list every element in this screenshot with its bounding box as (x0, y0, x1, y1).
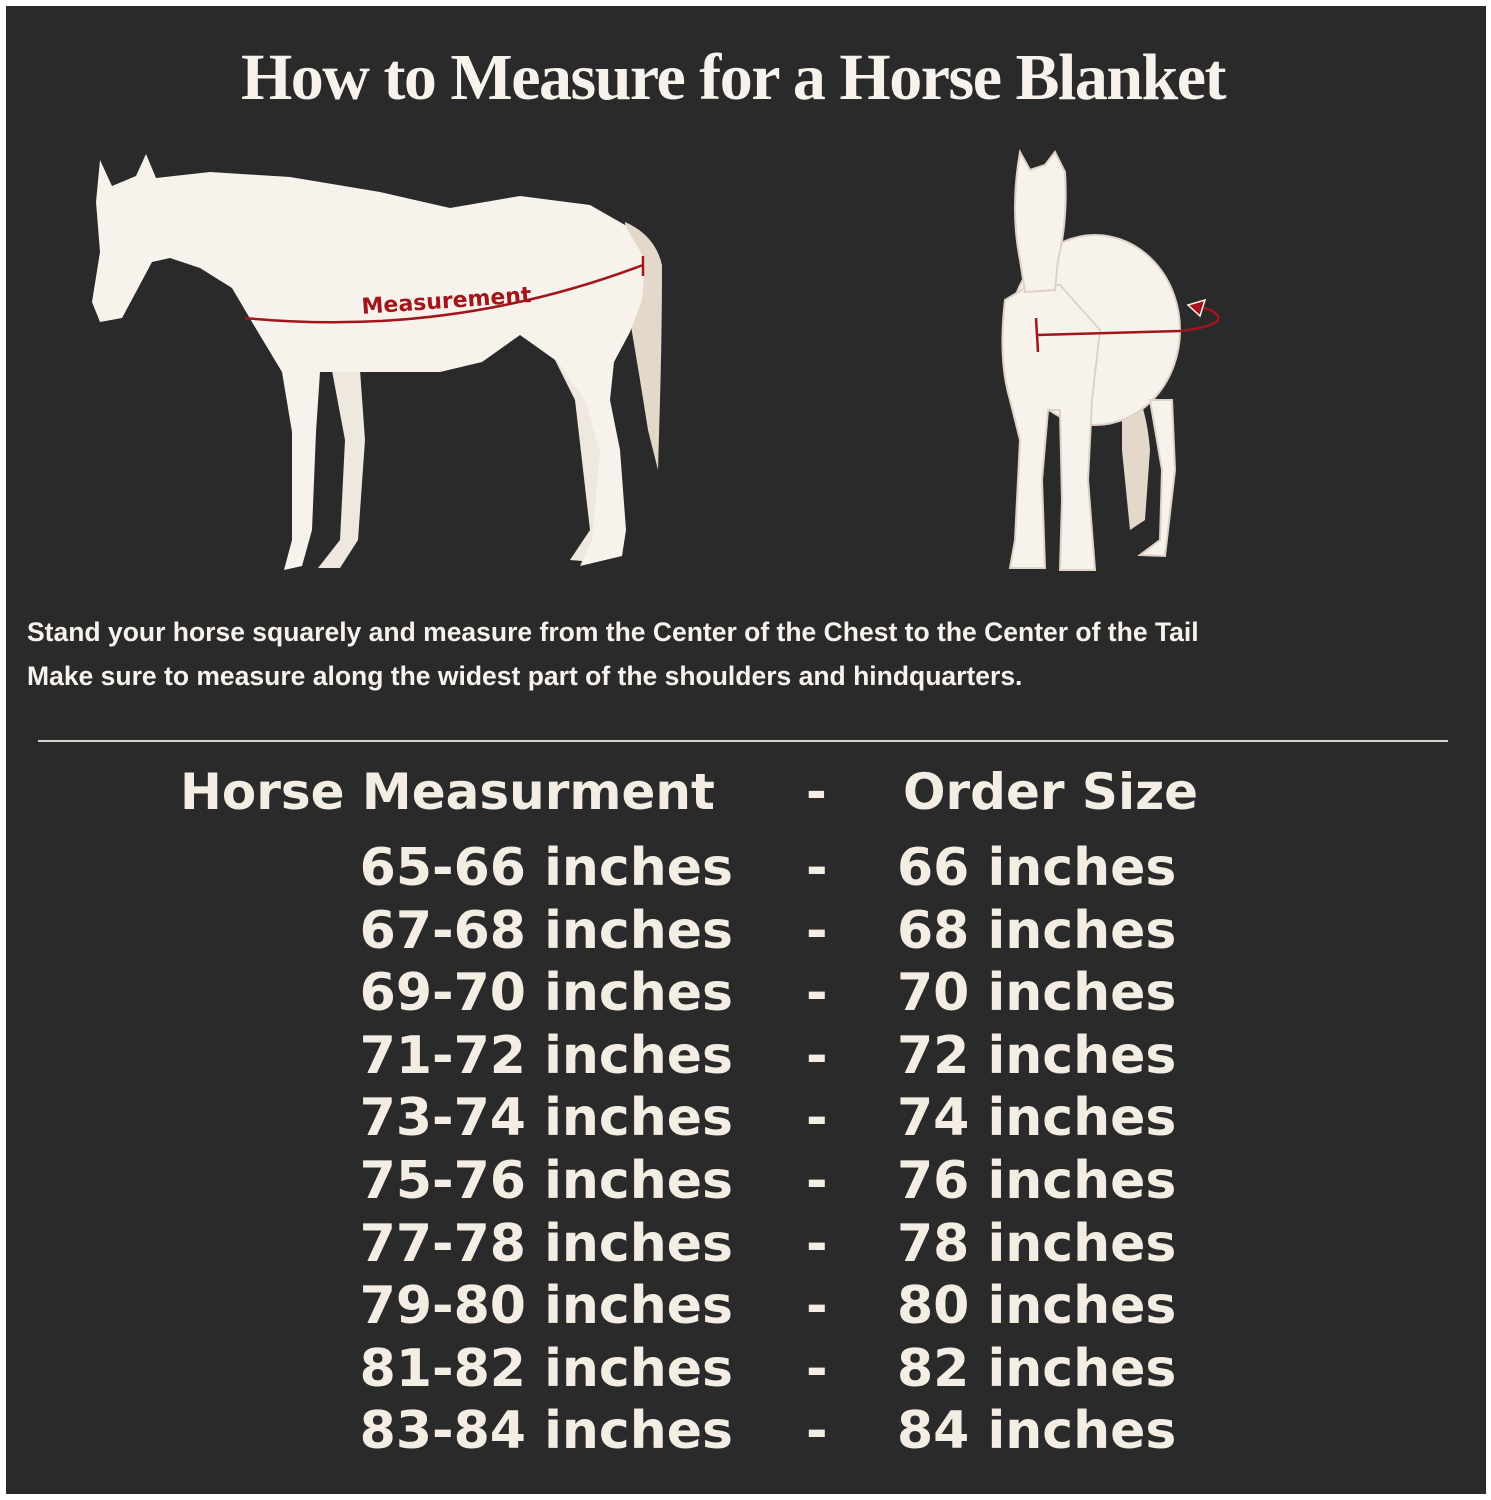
row-separator: - (806, 1276, 828, 1337)
row-measurement: 81-82 inches (359, 1338, 733, 1399)
row-separator: - (806, 838, 828, 898)
row-separator: - (806, 1338, 828, 1399)
instruction-line-2: Make sure to measure along the widest pa… (27, 661, 1023, 691)
row-measurement: 79-80 inches (359, 1276, 733, 1337)
row-order-size: 70 inches (897, 963, 1177, 1024)
header-horse-measurement: Horse Measurment (180, 763, 715, 821)
row-measurement: 73-74 inches (359, 1088, 733, 1149)
row-separator: - (806, 1088, 828, 1149)
row-order-size: 84 inches (897, 1401, 1177, 1462)
header-separator: - (806, 763, 827, 821)
row-measurement: 75-76 inches (359, 1151, 733, 1211)
row-order-size: 66 inches (897, 838, 1177, 898)
side-horse-body (92, 154, 645, 570)
row-measurement: 67-68 inches (359, 900, 733, 961)
row-separator: - (806, 1213, 828, 1274)
row-measurement: 69-70 inches (359, 963, 733, 1024)
front-horse-head (1014, 149, 1067, 294)
row-order-size: 68 inches (897, 900, 1177, 961)
header-order-size: Order Size (903, 763, 1199, 821)
row-measurement: 65-66 inches (359, 838, 733, 898)
row-measurement: 71-72 inches (359, 1025, 733, 1086)
row-separator: - (806, 1151, 828, 1211)
arrowhead-icon (1186, 298, 1207, 318)
row-separator: - (806, 1025, 828, 1086)
side-view-horse: Measurement (92, 154, 662, 570)
front-measurement-line (1034, 298, 1220, 353)
front-view-horse (1001, 149, 1181, 571)
horse-diagrams: Measurement (92, 149, 1220, 571)
page-title: How to Measure for a Horse Blanket (240, 41, 1227, 114)
row-separator: - (806, 963, 828, 1024)
row-order-size: 72 inches (897, 1025, 1177, 1086)
side-horse-far-legs (318, 340, 608, 568)
row-measurement: 77-78 inches (359, 1213, 733, 1274)
measurement-line (244, 263, 644, 324)
row-order-size: 74 inches (897, 1088, 1177, 1149)
row-order-size: 82 inches (897, 1338, 1177, 1399)
instruction-line-1: Stand your horse squarely and measure fr… (27, 617, 1199, 647)
row-separator: - (806, 900, 828, 961)
front-horse-chest-legs (1001, 284, 1102, 571)
row-order-size: 80 inches (897, 1276, 1177, 1337)
divider (38, 740, 1448, 742)
front-horse-hind-leg (1137, 399, 1177, 558)
row-order-size: 76 inches (897, 1151, 1177, 1211)
row-separator: - (806, 1401, 828, 1462)
row-measurement: 83-84 inches (359, 1401, 733, 1462)
row-order-size: 78 inches (897, 1213, 1177, 1274)
